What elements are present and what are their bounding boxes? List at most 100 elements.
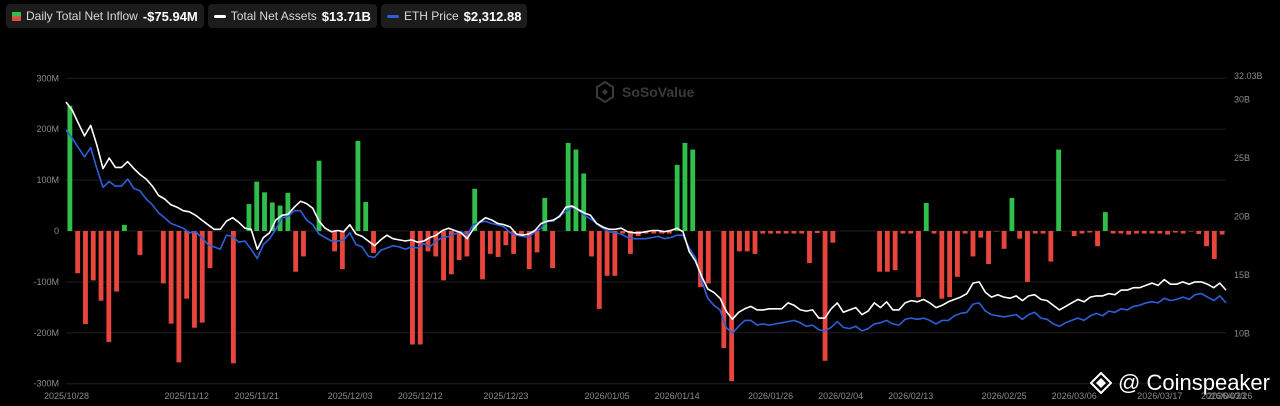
inflow-bar bbox=[1134, 231, 1139, 234]
left-tick-label: -300M bbox=[33, 379, 59, 389]
inflow-bar bbox=[737, 231, 742, 252]
x-tick-label: 2026/02/13 bbox=[888, 391, 933, 401]
inflow-bar bbox=[1126, 231, 1132, 235]
inflow-bar bbox=[246, 204, 252, 231]
inflow-bar bbox=[690, 149, 696, 231]
inflow-bar bbox=[417, 231, 423, 345]
inflow-bar bbox=[371, 231, 376, 253]
coinspeaker-watermark: @ Coinspeaker bbox=[1090, 370, 1270, 396]
right-tick-label: 15B bbox=[1234, 270, 1250, 280]
x-tick-label: 2025/12/23 bbox=[483, 391, 528, 401]
inflow-bar bbox=[1204, 231, 1209, 247]
inflow-bar bbox=[752, 231, 758, 254]
inflow-bar bbox=[916, 231, 921, 298]
left-tick-label: 100M bbox=[36, 175, 59, 185]
inflow-bar bbox=[1087, 231, 1093, 233]
inflow-bar bbox=[589, 231, 594, 257]
inflow-bar bbox=[705, 231, 711, 284]
inflow-bar bbox=[923, 203, 929, 231]
right-tick-label: 10B bbox=[1234, 328, 1250, 338]
inflow-bar bbox=[1071, 231, 1077, 237]
inflow-bar bbox=[75, 231, 81, 274]
inflow-bar bbox=[1001, 231, 1007, 249]
x-axis: 2025/10/28 2025/11/12 2025/11/21 2025/12/03… bbox=[44, 391, 1252, 401]
inflow-bar bbox=[456, 231, 462, 261]
inflow-bar bbox=[137, 231, 143, 255]
inflow-bar bbox=[262, 192, 267, 231]
legend-eth-value: $2,312.88 bbox=[463, 8, 522, 24]
inflow-bar bbox=[612, 231, 618, 276]
sosovalue-logo-icon bbox=[596, 80, 614, 104]
eth-price-line bbox=[65, 129, 1227, 335]
inflow-bar bbox=[121, 224, 127, 231]
right-axis: 32.03B 30B 25B 20B 15B 10B bbox=[1234, 71, 1263, 338]
inflow-bar bbox=[114, 231, 120, 292]
inflow-bar bbox=[1009, 197, 1015, 231]
left-tick-label: 300M bbox=[36, 73, 59, 83]
inflow-bar bbox=[355, 140, 361, 231]
sosovalue-text: SoSoValue bbox=[622, 84, 695, 100]
right-tick-label: 20B bbox=[1234, 211, 1250, 221]
left-tick-label: 200M bbox=[36, 124, 59, 134]
x-tick-label: 2025/11/21 bbox=[235, 391, 279, 401]
inflow-bar bbox=[90, 231, 96, 281]
inflow-bar bbox=[254, 181, 260, 231]
inflow-bar bbox=[1165, 231, 1171, 235]
inflow-bar bbox=[892, 231, 898, 271]
inflow-bar bbox=[1079, 231, 1085, 234]
inflow-bar bbox=[783, 231, 789, 234]
inflow-bar bbox=[900, 231, 906, 234]
legend-bar: Daily Total Net Inflow -$75.94M Total Ne… bbox=[6, 4, 528, 28]
inflow-bar bbox=[729, 231, 735, 382]
inflow-bar bbox=[176, 231, 182, 363]
left-tick-label: -200M bbox=[33, 328, 59, 338]
x-tick-label: 2026/01/26 bbox=[748, 391, 793, 401]
legend-eth[interactable]: ETH Price $2,312.88 bbox=[380, 4, 528, 28]
inflow-bar bbox=[1157, 231, 1163, 234]
inflow-bar bbox=[207, 231, 213, 269]
inflow-bar bbox=[1040, 231, 1046, 234]
inflow-bar bbox=[106, 231, 112, 342]
inflow-bar bbox=[1110, 231, 1116, 234]
inflow-bar bbox=[620, 231, 626, 234]
inflow-bar bbox=[1172, 231, 1178, 233]
inflow-bar bbox=[480, 231, 485, 280]
inflow-bar bbox=[269, 202, 275, 231]
inflow-bar bbox=[83, 231, 88, 325]
x-tick-label: 2026/01/14 bbox=[655, 391, 700, 401]
inflow-bar bbox=[628, 231, 633, 254]
inflow-bar bbox=[698, 231, 703, 287]
right-tick-label: 30B bbox=[1234, 95, 1250, 105]
grid-layer bbox=[66, 77, 1226, 385]
inflow-bar bbox=[363, 201, 369, 231]
x-tick-label: 2026/04/23 bbox=[1201, 391, 1246, 401]
inflow-bar bbox=[978, 231, 984, 238]
legend-assets[interactable]: Total Net Assets $13.71B bbox=[207, 4, 377, 28]
legend-assets-label: Total Net Assets bbox=[230, 9, 317, 23]
inflow-bar bbox=[503, 231, 509, 246]
inflow-bar bbox=[775, 231, 781, 234]
inflow-bar bbox=[199, 231, 205, 323]
inflow-bar bbox=[744, 231, 750, 252]
x-tick-label: 2026/03/26 bbox=[1207, 391, 1252, 401]
inflow-bar bbox=[168, 231, 174, 324]
x-tick-label: 2025/11/12 bbox=[164, 391, 208, 401]
inflow-bar bbox=[192, 231, 197, 328]
coinspeaker-text: @ Coinspeaker bbox=[1118, 370, 1270, 395]
inflow-bar bbox=[604, 231, 610, 276]
inflow-bar bbox=[1211, 231, 1217, 259]
inflow-bar bbox=[550, 231, 555, 269]
legend-inflow[interactable]: Daily Total Net Inflow -$75.94M bbox=[6, 4, 204, 28]
inflow-bar bbox=[1219, 231, 1225, 235]
left-axis: 300M 200M 100M 0 -100M -200M -300M bbox=[33, 73, 59, 388]
legend-assets-value: $13.71B bbox=[321, 8, 371, 24]
inflow-bar bbox=[293, 231, 299, 272]
inflow-bar bbox=[1196, 231, 1202, 235]
x-tick-label: 2026/03/06 bbox=[1052, 391, 1097, 401]
inflow-bar bbox=[581, 173, 587, 231]
x-tick-label: 2026/03/17 bbox=[1137, 391, 1182, 401]
inflow-bar bbox=[184, 231, 190, 299]
legend-inflow-label: Daily Total Net Inflow bbox=[26, 9, 138, 23]
inflow-bar bbox=[1056, 149, 1062, 231]
